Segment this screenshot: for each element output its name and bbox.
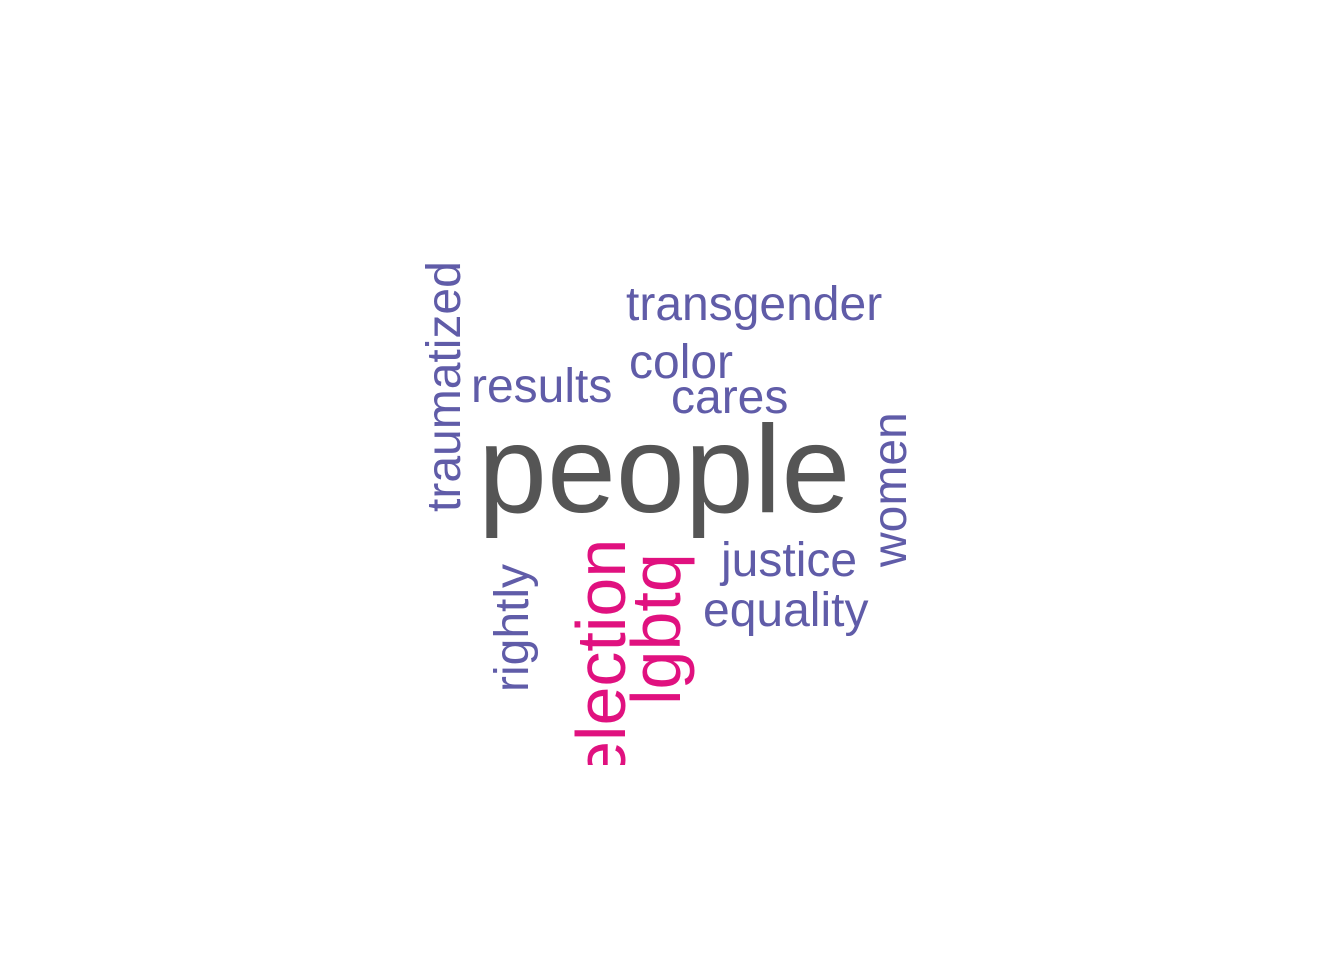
cloud-word-results: results <box>471 360 612 413</box>
cloud-word-cares: cares <box>671 371 788 424</box>
cloud-word-people: people <box>478 401 850 539</box>
cloud-word-rightly: rightly <box>486 564 539 692</box>
cloud-word-lgbtq: lgbtq <box>617 553 695 705</box>
cloud-word-justice: justice <box>719 534 857 587</box>
cloud-word-traumatized: traumatized <box>418 261 471 512</box>
cloud-word-color: color <box>629 336 733 389</box>
cloud-word-transgender: transgender <box>626 278 882 331</box>
cloud-word-election: election <box>562 539 640 780</box>
cloud-word-equality: equality <box>703 584 868 637</box>
cloud-word-women: women <box>864 412 917 568</box>
